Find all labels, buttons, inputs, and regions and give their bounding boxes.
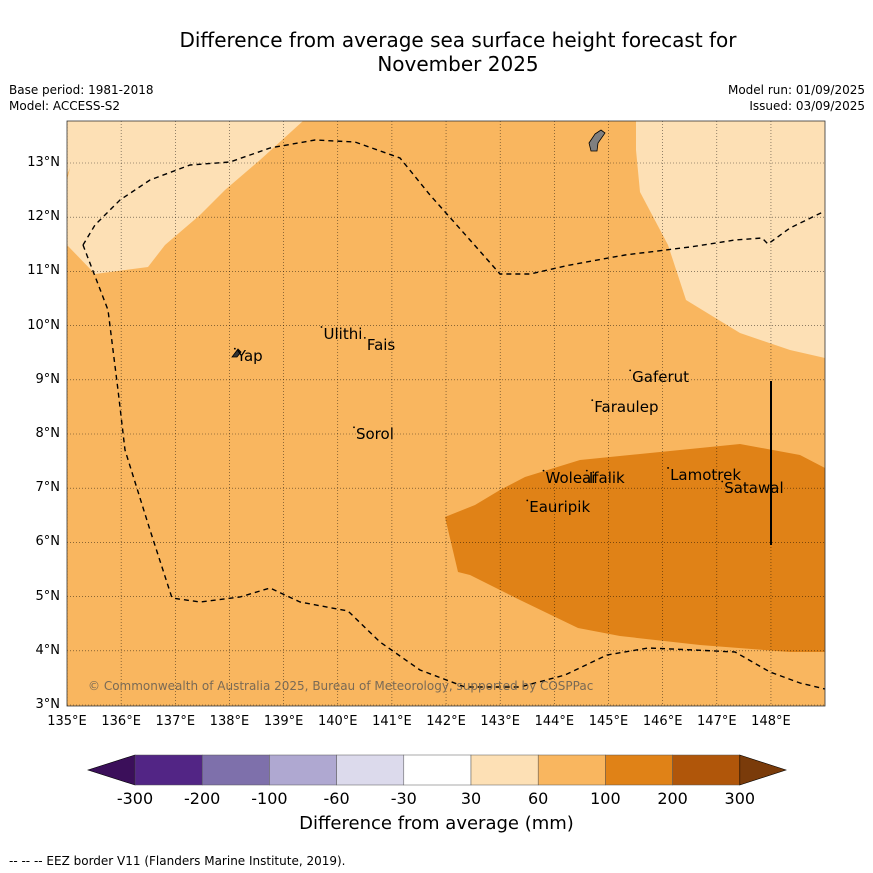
issued-text: Issued: 03/09/2025 <box>749 99 865 113</box>
place-label: Fais <box>366 335 396 354</box>
latitude-label: 11°N <box>27 263 60 279</box>
colorbar-bin <box>201 754 270 786</box>
copyright-text: © Commonwealth of Australia 2025, Bureau… <box>88 679 594 693</box>
longitude-label: 144°E <box>534 714 575 729</box>
colorbar-bin <box>269 754 337 786</box>
latitude-label: 6°N <box>35 534 61 550</box>
longitude-label: 140°E <box>317 714 358 729</box>
colorbar <box>87 754 787 786</box>
chart-title: Difference from average sea surface heig… <box>100 28 816 76</box>
title-line-1: Difference from average sea surface heig… <box>179 28 737 52</box>
colorbar-bin <box>537 754 606 786</box>
colorbar-tick-label: -60 <box>323 789 350 808</box>
place-marker <box>585 469 588 472</box>
guam-island <box>588 129 606 152</box>
latitude-label: 9°N <box>35 371 61 387</box>
colorbar-extend-high <box>739 754 787 786</box>
anomaly-30-60-northwest <box>67 121 303 274</box>
longitude-label: 136°E <box>101 714 141 729</box>
map-area <box>67 121 825 706</box>
colorbar-tick-label: -200 <box>184 789 221 808</box>
colorbar-tick-label: 300 <box>724 789 756 808</box>
model-text: Model: ACCESS-S2 <box>9 99 121 113</box>
colorbar-title: Difference from average (mm) <box>299 813 574 834</box>
longitude-label: 148°E <box>751 714 791 729</box>
anomaly-30-60-northeast <box>636 121 825 358</box>
place-label: Eauripik <box>529 498 591 517</box>
latitude-label: 3°N <box>35 697 61 712</box>
colorbar-tick-label: 60 <box>528 789 549 808</box>
place-marker <box>667 467 669 469</box>
latitude-label: 12°N <box>27 209 60 225</box>
place-marker <box>363 336 366 339</box>
map-frame <box>66 120 826 707</box>
colorbar-extend-low <box>87 754 136 786</box>
colorbar-bin <box>470 754 539 786</box>
eez-border-north <box>82 139 825 275</box>
place-marker <box>629 369 632 372</box>
anomaly-30-60-corner <box>67 121 110 175</box>
place-label: Lamotrek <box>670 465 742 484</box>
model-run-text: Model run: 01/09/2025 <box>727 83 865 97</box>
place-label: Faraulep <box>594 398 659 417</box>
latitude-label: 10°N <box>27 317 60 333</box>
longitude-label: 139°E <box>263 714 304 729</box>
place-label: Satawal <box>724 479 784 498</box>
longitude-label: 146°E <box>642 714 683 729</box>
longitude-label: 143°E <box>480 714 520 729</box>
eez-legend-text: -- -- -- EEZ border V11 (Flanders Marine… <box>9 854 346 868</box>
graticule <box>67 121 825 706</box>
latitude-label: 5°N <box>35 588 61 604</box>
base-period-text: Base period: 1981-2018 <box>9 83 154 97</box>
longitude-label: 135°E <box>47 714 87 729</box>
place-marker <box>591 399 594 402</box>
colorbar-bin <box>403 754 472 786</box>
place-label: Yap <box>236 346 263 365</box>
longitude-label: 142°E <box>426 714 466 729</box>
eez-border-south <box>82 244 825 690</box>
longitude-label: 145°E <box>588 714 629 729</box>
colorbar-bin <box>336 754 405 786</box>
colorbar-bin <box>605 754 673 786</box>
colorbar-tick-label: 100 <box>590 789 621 808</box>
place-label: Sorol <box>355 425 394 444</box>
anomaly-100-200 <box>445 444 825 652</box>
place-marker <box>721 480 724 483</box>
colorbar-bin <box>134 754 203 786</box>
meta-left: Base period: 1981-2018 Model: ACCESS-S2 <box>9 82 154 114</box>
latitude-label: 7°N <box>35 480 61 496</box>
title-line-2: November 2025 <box>377 52 539 76</box>
colorbar-tick-label: 200 <box>657 789 688 808</box>
place-marker <box>526 499 529 502</box>
longitude-label: 147°E <box>697 714 737 729</box>
longitude-label: 138°E <box>209 714 250 729</box>
yap-island <box>231 348 242 358</box>
place-marker <box>233 347 236 350</box>
place-markers <box>233 326 724 502</box>
place-marker <box>353 426 355 429</box>
colorbar-bin <box>672 754 741 786</box>
place-label: Ulithi <box>323 325 363 344</box>
longitude-label: 141°E <box>372 714 412 729</box>
latitude-label: 4°N <box>35 642 61 658</box>
latitude-label: 8°N <box>35 426 61 441</box>
colorbar-tick-label: -300 <box>116 789 154 808</box>
place-label: Woleai <box>545 468 596 487</box>
place-label: Gaferut <box>632 368 690 387</box>
meta-right: Model run: 01/09/2025 Issued: 03/09/2025 <box>728 82 865 114</box>
place-marker <box>320 326 323 328</box>
longitude-label: 137°E <box>155 714 196 729</box>
latitude-label: 13°N <box>27 155 60 170</box>
place-label: Ifalik <box>588 468 625 487</box>
colorbar-tick-label: -30 <box>390 789 417 808</box>
place-marker <box>542 469 545 472</box>
colorbar-tick-label: 30 <box>460 789 482 808</box>
colorbar-tick-label: -100 <box>251 789 288 808</box>
